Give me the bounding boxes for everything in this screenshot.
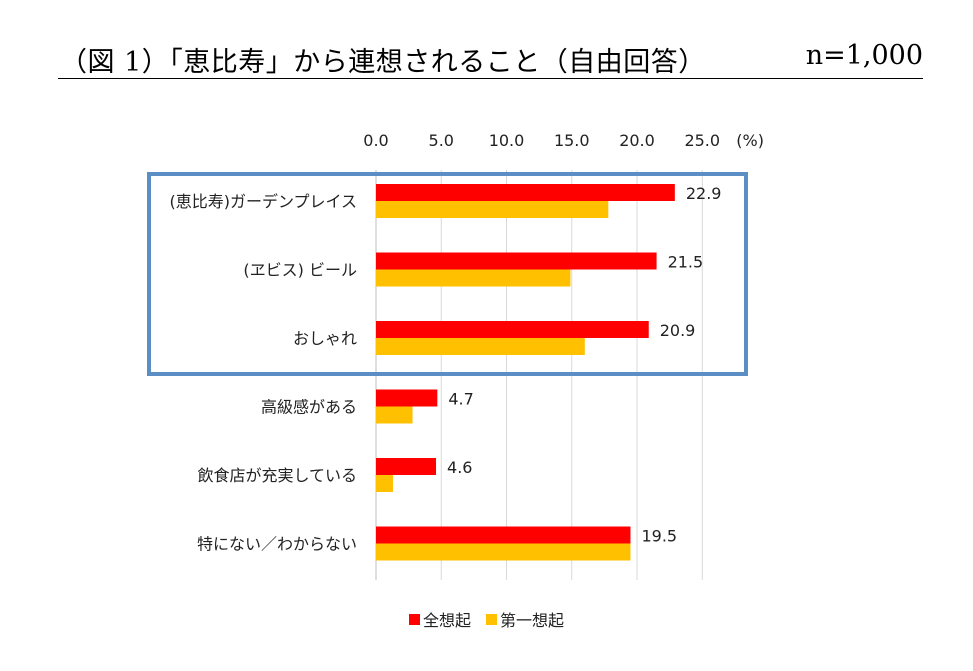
bar-all-recall [376,184,675,201]
category-label: 飲食店が充実している [197,466,357,485]
legend-swatch-all-recall [408,613,420,625]
bar-all-recall [376,321,649,338]
x-tick-label: 10.0 [489,131,525,150]
data-label: 20.9 [660,321,696,340]
chart-title: （図 1）「恵比寿」から連想されること（自由回答） [60,47,706,78]
category-label: (恵比寿)ガーデンプレイス [169,192,357,211]
data-label: 21.5 [668,253,704,272]
data-label: 4.6 [447,458,472,477]
x-tick-label: 25.0 [684,131,720,150]
category-label: 特にない／わからない [197,535,357,554]
legend-label-all-recall: 全想起 [422,611,471,630]
bar-first-recall [376,406,413,424]
data-label: 4.7 [448,390,473,409]
legend-item-first-recall: 第一想起 [486,607,564,631]
sample-size-label: n=1,000 [805,40,923,71]
bar-all-recall [376,526,631,544]
chart-legend: 全想起 第一想起 [0,607,973,631]
category-label: 高級感がある [261,398,357,417]
bar-all-recall [376,389,438,407]
data-label: 19.5 [641,527,677,546]
data-label: 22.9 [686,184,722,203]
bar-all-recall [376,458,437,475]
bar-all-recall [376,252,657,270]
x-tick-label: 20.0 [619,131,655,150]
category-label: おしゃれ [293,329,357,348]
legend-swatch-first-recall [486,613,498,625]
category-label: (ヱビス) ビール [243,261,357,280]
highlight-box [147,172,748,376]
bar-first-recall [376,338,585,355]
x-tick-label: 5.0 [429,131,454,150]
legend-item-all-recall: 全想起 [408,607,471,631]
bar-first-recall [376,543,631,561]
x-tick-label: 0.0 [363,131,388,150]
x-tick-label: 15.0 [554,131,590,150]
title-row: （図 1）「恵比寿」から連想されること（自由回答） n=1,000 [58,38,923,79]
bar-first-recall [376,269,571,287]
bar-first-recall [376,475,393,492]
legend-label-first-recall: 第一想起 [500,611,565,630]
bar-first-recall [376,201,609,218]
x-unit-label: (%) [736,131,764,150]
